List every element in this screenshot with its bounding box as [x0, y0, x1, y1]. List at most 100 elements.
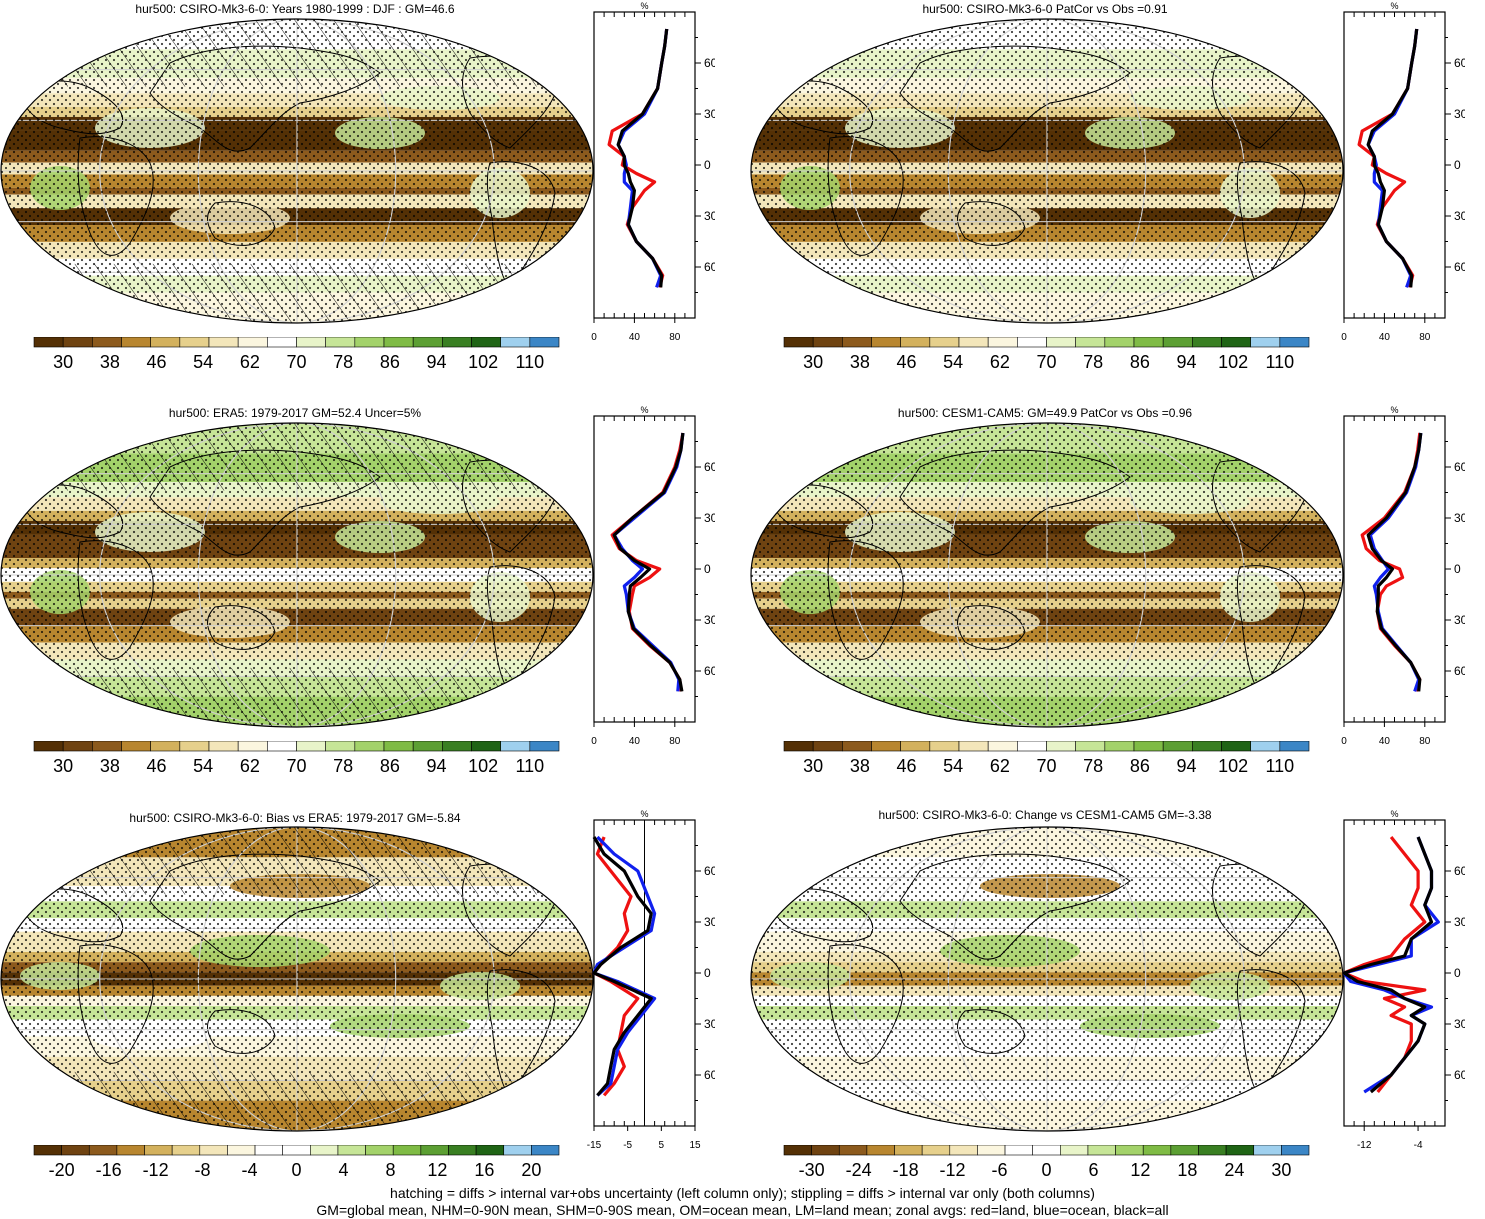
zonal-x-tick-label: 40	[1379, 332, 1391, 343]
colorbar-swatch	[977, 1145, 1005, 1155]
lat-tick-label: 60N	[1454, 56, 1465, 70]
colorbar-label: 0	[291, 1160, 301, 1180]
colorbar-swatch	[283, 1145, 311, 1155]
colorbar-swatch	[1076, 741, 1105, 751]
colorbar-swatch	[172, 1145, 200, 1155]
lat-tick-label: 60N	[704, 56, 715, 70]
colorbar-swatch	[504, 1145, 532, 1155]
colorbar-label: 54	[943, 352, 963, 372]
colorbar-swatch	[784, 337, 813, 347]
colorbar-swatch	[472, 337, 501, 347]
footer-note: hatching = diffs > internal var+obs unce…	[0, 1185, 1485, 1219]
zonal-unit-label: %	[640, 809, 648, 819]
colorbar-label: 24	[1224, 1160, 1244, 1180]
zonal-x-tick-label: 40	[629, 736, 641, 747]
colorbar-swatch	[227, 1145, 255, 1155]
colorbar-swatch	[842, 741, 871, 751]
colorbar-swatch	[34, 1145, 62, 1155]
colorbar-swatch	[63, 741, 92, 751]
zonal-frame	[1344, 12, 1445, 318]
colorbar-label: 30	[53, 352, 73, 372]
colorbar-label: 86	[1130, 756, 1150, 776]
colorbar-label: 46	[896, 352, 916, 372]
colorbar-swatch	[180, 337, 209, 347]
zonal-x-tick-label: -5	[623, 1140, 632, 1151]
colorbar-label: 20	[521, 1160, 541, 1180]
colorbar-swatch	[1105, 741, 1134, 751]
colorbar-label: 16	[474, 1160, 494, 1180]
colorbar-swatch	[930, 337, 959, 347]
map-csiro-bias	[0, 826, 594, 1132]
colorbar-swatch	[355, 741, 384, 751]
panel-title-2: hur500: CSIRO-Mk3-6-0 PatCor vs Obs =0.9…	[750, 2, 1340, 16]
colorbar-swatch	[122, 741, 151, 751]
colorbar-label: 30	[803, 756, 823, 776]
zonal-x-tick-label: 15	[689, 1140, 701, 1151]
zonal-x-tick-label: 80	[1419, 736, 1431, 747]
colorbar-swatch	[922, 1145, 950, 1155]
colorbar-label: 62	[240, 352, 260, 372]
colorbar-label: 38	[100, 756, 120, 776]
lat-tick-label: 30S	[1454, 613, 1465, 627]
colorbar-swatch	[1163, 741, 1192, 751]
hatching	[0, 264, 594, 323]
zonal-mean-plot-6: %60N30N030S60S-12-4	[1330, 808, 1465, 1168]
colorbar-label: 78	[1083, 756, 1103, 776]
lat-tick-label: 30N	[1454, 511, 1465, 525]
colorbar-swatch	[448, 1145, 476, 1155]
colorbar-swatch	[1017, 337, 1046, 347]
colorbar-swatch	[384, 337, 413, 347]
zonal-unit-label: %	[1390, 405, 1398, 415]
colorbar-swatch	[1116, 1145, 1144, 1155]
colorbar-swatch	[180, 741, 209, 751]
zonal-x-tick-label: -12	[1357, 1140, 1372, 1151]
colorbar-swatch	[1163, 337, 1192, 347]
lat-tick-label: 60N	[1454, 864, 1465, 878]
colorbar-swatch	[530, 337, 559, 347]
hatching	[0, 827, 594, 895]
colorbar-label: 78	[1083, 352, 1103, 372]
colorbar-label: 94	[1176, 756, 1196, 776]
colorbar-label: 38	[100, 352, 120, 372]
zonal-mean-plot-2: %60N30N030S60S04080	[1330, 0, 1465, 360]
lat-tick-label: 60N	[704, 460, 715, 474]
stippling	[750, 826, 1344, 1132]
lat-tick-label: 30N	[704, 107, 715, 121]
colorbar-label: 0	[1041, 1160, 1051, 1180]
colorbar-label: 70	[1036, 756, 1056, 776]
colorbar-swatch	[531, 1145, 559, 1155]
colorbar-swatch	[472, 741, 501, 751]
colorbar-label: 6	[1088, 1160, 1098, 1180]
colorbar-swatch	[530, 741, 559, 751]
zonal-x-tick-label: 0	[1341, 736, 1347, 747]
colorbar-swatch	[267, 741, 296, 751]
colorbar-swatch	[145, 1145, 173, 1155]
colorbar-label: 70	[1036, 352, 1056, 372]
colorbar-label: -30	[799, 1160, 825, 1180]
lat-tick-label: 0	[1454, 966, 1461, 980]
colorbar-label: 30	[1271, 1160, 1291, 1180]
colorbar-label: -12	[940, 1160, 966, 1180]
colorbar-swatch	[326, 741, 355, 751]
zonal-x-tick-label: 0	[1341, 332, 1347, 343]
colorbar-swatch	[393, 1145, 421, 1155]
colorbar-swatch	[413, 741, 442, 751]
lat-tick-label: 60S	[1454, 1068, 1465, 1082]
colorbar-label: 62	[240, 756, 260, 776]
lat-tick-label: 60S	[1454, 260, 1465, 274]
lat-tick-label: 30S	[704, 613, 715, 627]
zonal-x-tick-label: 80	[669, 736, 681, 747]
lat-tick-label: 60S	[1454, 664, 1465, 678]
colorbar-label: 102	[1218, 756, 1248, 776]
colorbar-swatch	[89, 1145, 117, 1155]
colorbar-label: 94	[426, 352, 446, 372]
colorbar-label: 110	[1265, 352, 1294, 372]
stippling	[750, 18, 1344, 324]
colorbar-swatch	[1017, 741, 1046, 751]
colorbar-swatch	[901, 741, 930, 751]
colorbar-label: 4	[338, 1160, 348, 1180]
panel-title-5: hur500: CSIRO-Mk3-6-0: Bias vs ERA5: 197…	[0, 811, 590, 825]
